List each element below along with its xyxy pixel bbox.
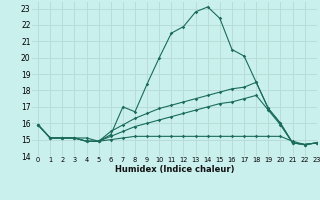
X-axis label: Humidex (Indice chaleur): Humidex (Indice chaleur) [115,165,234,174]
